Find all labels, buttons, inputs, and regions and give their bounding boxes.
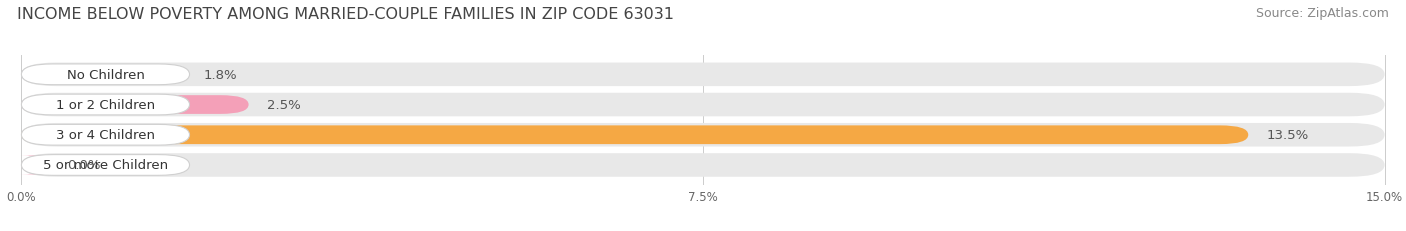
FancyBboxPatch shape <box>21 156 49 175</box>
FancyBboxPatch shape <box>21 126 1249 144</box>
FancyBboxPatch shape <box>21 154 1385 177</box>
FancyBboxPatch shape <box>21 65 190 85</box>
Text: 13.5%: 13.5% <box>1267 129 1309 142</box>
FancyBboxPatch shape <box>21 93 1385 117</box>
Text: 2.5%: 2.5% <box>267 99 301 112</box>
FancyBboxPatch shape <box>21 123 1385 147</box>
Text: Source: ZipAtlas.com: Source: ZipAtlas.com <box>1256 7 1389 20</box>
FancyBboxPatch shape <box>21 95 190 116</box>
Text: 1.8%: 1.8% <box>204 69 236 82</box>
Text: 1 or 2 Children: 1 or 2 Children <box>56 99 155 112</box>
Text: 5 or more Children: 5 or more Children <box>44 159 169 172</box>
FancyBboxPatch shape <box>21 96 249 114</box>
FancyBboxPatch shape <box>21 155 190 176</box>
FancyBboxPatch shape <box>21 125 190 146</box>
FancyBboxPatch shape <box>21 63 1385 87</box>
FancyBboxPatch shape <box>21 66 186 84</box>
Text: No Children: No Children <box>66 69 145 82</box>
Text: INCOME BELOW POVERTY AMONG MARRIED-COUPLE FAMILIES IN ZIP CODE 63031: INCOME BELOW POVERTY AMONG MARRIED-COUPL… <box>17 7 673 22</box>
Text: 3 or 4 Children: 3 or 4 Children <box>56 129 155 142</box>
Text: 0.0%: 0.0% <box>67 159 100 172</box>
